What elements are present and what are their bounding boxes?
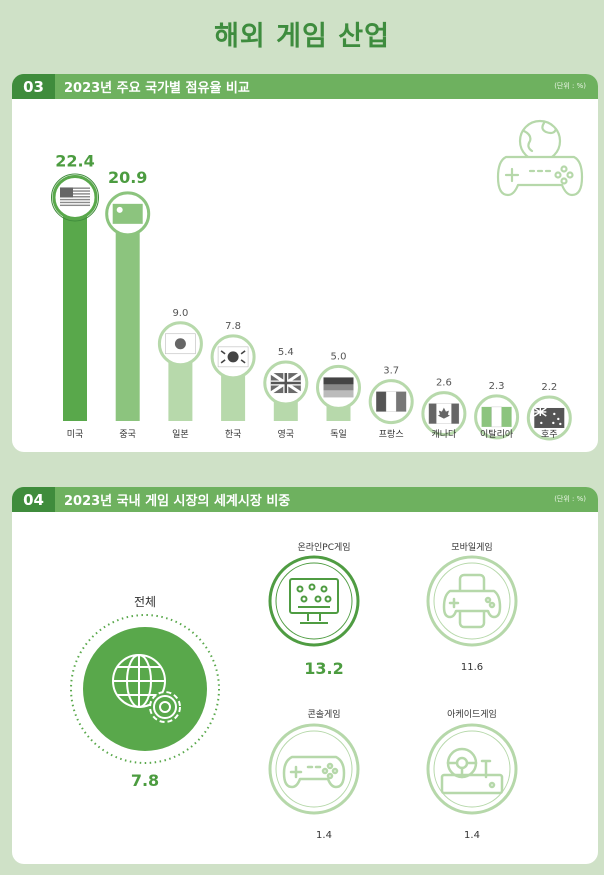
- pc-monitor-icon: [268, 555, 360, 647]
- data-label: 5.4: [278, 347, 294, 358]
- data-label: 5.0: [331, 351, 347, 362]
- section-title: 2023년 국내 게임 시장의 세계시장 비중: [64, 494, 291, 509]
- section-header: 04 2023년 국내 게임 시장의 세계시장 비중 (단위 : %): [12, 487, 598, 512]
- unit-label: (단위 : %): [554, 82, 586, 90]
- mobile-gamepad-icon: [426, 555, 518, 647]
- unit-label: (단위 : %): [554, 495, 586, 503]
- jp-flag-icon: [165, 333, 196, 355]
- data-label: 2.2: [541, 382, 557, 393]
- globe-gear-icon: [70, 614, 220, 764]
- arcade-wheel-icon: [426, 723, 518, 815]
- category-label: 한국: [224, 430, 242, 440]
- online-pc-value: 13.2: [304, 659, 344, 678]
- domestic-share-panel: 04 2023년 국내 게임 시장의 세계시장 비중 (단위 : %) 전체 7…: [12, 487, 598, 864]
- country-bar-chart: 22.4 20.9 9.0 7.8 5.4 5.0 3.7 2.6 2.3 2.2: [51, 151, 572, 441]
- it-flag-icon: [481, 406, 512, 428]
- section-title: 2023년 주요 국가별 점유율 비교: [64, 81, 250, 96]
- us-flag-icon: [60, 187, 90, 207]
- category-label: 중국: [119, 430, 136, 440]
- de-flag-icon: [323, 377, 354, 398]
- data-label: 2.6: [436, 378, 452, 389]
- page-title: 해외 게임 산업: [214, 21, 390, 52]
- console-label: 콘솔게임: [307, 710, 341, 720]
- arcade-label: 아케이드게임: [447, 710, 497, 720]
- online-pc-label: 온라인PC게임: [297, 543, 351, 553]
- category-label: 미국: [66, 430, 84, 440]
- category-label: 캐나다: [431, 430, 457, 440]
- category-label: 일본: [172, 430, 189, 440]
- uk-flag-icon: [269, 371, 302, 395]
- mobile-label: 모바일게임: [451, 543, 493, 553]
- data-label: 2.3: [489, 381, 505, 392]
- data-label: 22.4: [55, 151, 94, 170]
- category-label: 호주: [541, 430, 558, 440]
- section-number: 03: [12, 74, 55, 99]
- country-share-panel: 03 2023년 주요 국가별 점유율 비교 (단위 : %) 22.4 20.9…: [12, 74, 598, 452]
- bar-cap-ring: [51, 173, 99, 222]
- bar: [115, 213, 140, 421]
- globe-gamepad-icon: [496, 119, 584, 197]
- data-label: 20.9: [108, 168, 147, 187]
- cn-flag-icon: [112, 203, 143, 224]
- section-number: 04: [12, 487, 55, 512]
- mobile-value: 11.6: [460, 662, 484, 673]
- bar: [63, 197, 87, 421]
- total-label: 전체: [133, 595, 157, 609]
- category-label: 독일: [330, 430, 347, 440]
- data-label: 7.8: [225, 321, 241, 332]
- kr-flag-icon: [217, 346, 249, 368]
- total-value: 7.8: [130, 771, 160, 790]
- category-label: 이탈리아: [480, 430, 514, 440]
- data-label: 9.0: [172, 308, 188, 319]
- arcade-value: 1.4: [464, 830, 480, 841]
- data-label: 3.7: [383, 366, 399, 377]
- console-controller-icon: [268, 723, 360, 815]
- au-flag-icon: [533, 407, 565, 428]
- section-header: 03 2023년 주요 국가별 점유율 비교 (단위 : %): [12, 74, 598, 99]
- bar-cap: [52, 174, 98, 220]
- fr-flag-icon: [376, 391, 407, 412]
- console-value: 1.4: [316, 830, 332, 841]
- category-label: 영국: [277, 430, 295, 440]
- ca-flag-icon: [428, 403, 460, 424]
- category-label: 프랑스: [378, 430, 404, 440]
